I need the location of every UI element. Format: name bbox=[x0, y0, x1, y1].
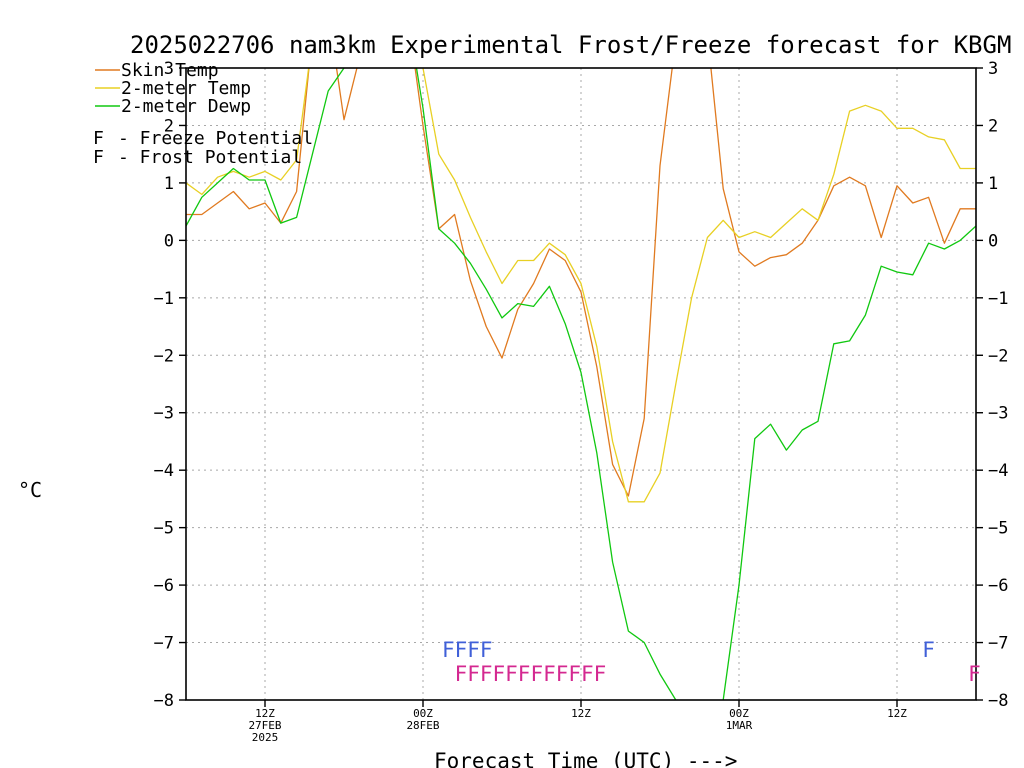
y-tick-label-left: −8 bbox=[154, 691, 174, 711]
freeze-marker: F bbox=[968, 662, 981, 686]
y-tick-label-left: 1 bbox=[164, 174, 174, 194]
frost-marker: F bbox=[922, 638, 935, 662]
y-tick-label-right: −3 bbox=[988, 404, 1008, 424]
y-tick-label-right: −1 bbox=[988, 289, 1008, 309]
x-tick-label: 12Z bbox=[255, 707, 275, 720]
potential-legend-text: - Frost Potential bbox=[118, 147, 302, 168]
x-axis-label: Forecast Time (UTC) ---> bbox=[434, 749, 737, 768]
y-tick-label-right: 3 bbox=[988, 59, 998, 79]
axes: 3 3 2 2 1 1 0 0 −1 −1 −2 −2 −3 −3 −4 −4 −5 −5 −6 −6 −7 −7 −8 −8… bbox=[154, 59, 1009, 744]
grid-lines bbox=[186, 68, 976, 700]
x-tick-label: 28FEB bbox=[406, 719, 439, 732]
series-lines bbox=[186, 68, 976, 700]
plot-frame bbox=[185, 67, 977, 701]
y-tick-label-left: −1 bbox=[154, 289, 174, 309]
y-tick-label-left: −4 bbox=[154, 461, 174, 481]
series-line-2-meter-dewp bbox=[186, 68, 976, 700]
x-tick-label: 27FEB bbox=[248, 719, 281, 732]
series-line-skin-temp bbox=[186, 68, 976, 497]
series-line-2-meter-temp bbox=[186, 68, 976, 503]
x-tick-label: 12Z bbox=[887, 707, 907, 720]
y-tick-label-right: −2 bbox=[988, 346, 1008, 366]
y-tick-label-right: 0 bbox=[988, 231, 998, 251]
y-tick-label-right: −4 bbox=[988, 461, 1008, 481]
y-tick-label-left: −2 bbox=[154, 346, 174, 366]
x-tick-label: 1MAR bbox=[726, 719, 753, 732]
freeze-marker: FFFFFFFFFFFF bbox=[455, 662, 607, 686]
y-tick-label-left: 2 bbox=[164, 116, 174, 136]
x-tick-label: 00Z bbox=[729, 707, 749, 720]
y-tick-label-right: −8 bbox=[988, 691, 1008, 711]
y-tick-label-left: −7 bbox=[154, 634, 174, 654]
x-tick-label: 00Z bbox=[413, 707, 433, 720]
y-tick-label-left: −6 bbox=[154, 576, 174, 596]
y-axis-label: °C bbox=[18, 478, 42, 502]
y-tick-label-left: −3 bbox=[154, 404, 174, 424]
y-tick-label-left: 0 bbox=[164, 231, 174, 251]
legend-label: 2-meter Dewp bbox=[121, 96, 251, 117]
y-tick-label-right: −5 bbox=[988, 519, 1008, 539]
x-tick-label: 2025 bbox=[252, 731, 279, 744]
x-tick-label: 12Z bbox=[571, 707, 591, 720]
y-tick-label-right: −7 bbox=[988, 634, 1008, 654]
potential-legend-text: - Freeze Potential bbox=[118, 128, 313, 149]
y-tick-label-right: 1 bbox=[988, 174, 998, 194]
frost-marker: FFFF bbox=[442, 638, 493, 662]
potential-legend-letter: F bbox=[93, 128, 104, 149]
potential-legend-letter: F bbox=[93, 147, 104, 168]
legend-label: 2-meter Temp bbox=[121, 78, 251, 99]
legend-label: Skin Temp bbox=[121, 60, 219, 81]
y-tick-label-left: −5 bbox=[154, 519, 174, 539]
y-tick-label-left: 3 bbox=[164, 59, 174, 79]
y-tick-label-right: −6 bbox=[988, 576, 1008, 596]
chart-title: 2025022706 nam3km Experimental Frost/Fre… bbox=[130, 31, 1011, 59]
y-tick-label-right: 2 bbox=[988, 116, 998, 136]
